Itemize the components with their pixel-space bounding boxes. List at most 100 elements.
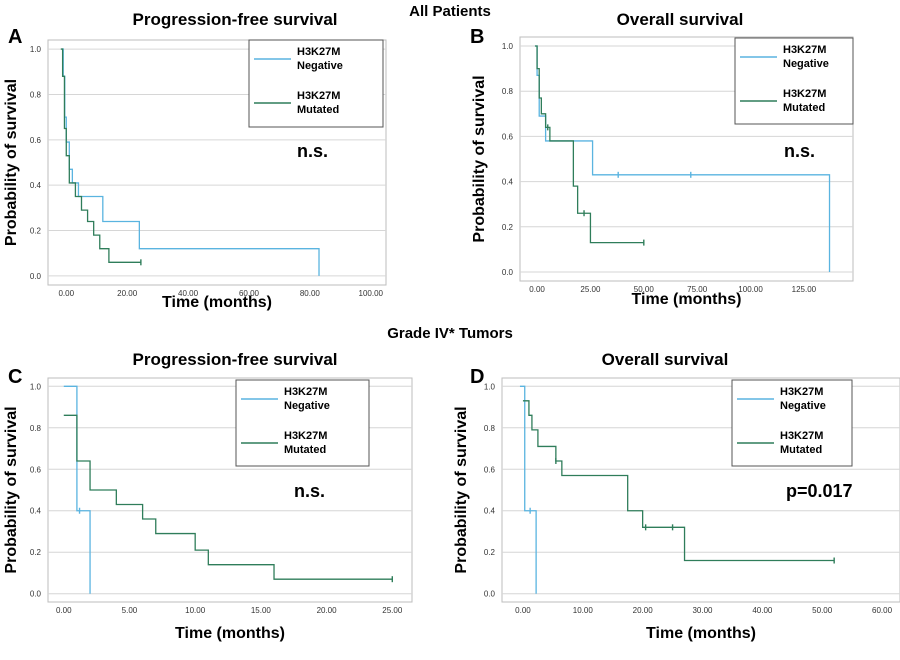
legend-box <box>734 37 854 125</box>
x-tick-label: 80.00 <box>300 289 321 298</box>
y-tick-label: 0.4 <box>502 178 514 187</box>
significance-annotation: n.s. <box>784 141 815 161</box>
y-tick-label: 0.6 <box>484 465 496 474</box>
x-tick-label: 20.00 <box>633 606 654 615</box>
x-tick-label: 15.00 <box>251 606 272 615</box>
plot-frame <box>501 377 900 603</box>
km-chart: 0.0 0.2 0.4 0.6 0.8 1.0 0.00 10.00 20.00 30.00 40.… <box>453 377 900 642</box>
panel-d: D Overall survival 0.0 0.2 0.4 0.6 0.8 1.0 0.0… <box>450 340 900 660</box>
x-tick-label: 40.00 <box>752 606 773 615</box>
y-tick-label: 1.0 <box>30 45 42 54</box>
x-tick-label: 25.00 <box>580 285 601 294</box>
survival-curve-mutated <box>534 45 644 244</box>
panel-letter: C <box>8 366 23 388</box>
panel-letter: D <box>470 366 485 388</box>
x-tick-label: 40.00 <box>178 289 199 298</box>
legend-box <box>731 379 853 467</box>
y-axis-label: Probability of survival <box>471 75 488 242</box>
x-tick-label: 0.00 <box>58 289 74 298</box>
x-tick-label: 100.00 <box>359 289 384 298</box>
legend-label-mutated: H3K27M Mutated <box>783 88 826 114</box>
panel-letter: A <box>8 26 23 48</box>
panel-title: Overall survival <box>601 350 729 369</box>
x-tick-label: 10.00 <box>185 606 206 615</box>
y-tick-label: 0.8 <box>30 90 42 99</box>
x-axis-label: Time (months) <box>175 625 285 642</box>
x-tick-label: 20.00 <box>317 606 338 615</box>
y-tick-label: 0.4 <box>30 181 42 190</box>
significance-annotation: n.s. <box>297 141 328 161</box>
x-tick-label: 10.00 <box>573 606 594 615</box>
legend-label-mutated: H3K27M Mutated <box>284 430 327 456</box>
survival-curve-mutated <box>63 414 393 580</box>
survival-curve-negative <box>519 385 537 594</box>
x-tick-label: 60.00 <box>872 606 893 615</box>
y-tick-label: 0.6 <box>502 132 514 141</box>
y-tick-label: 0.0 <box>484 590 496 599</box>
legend-label-negative: H3K27M Negative <box>297 46 343 72</box>
y-tick-label: 0.8 <box>484 424 496 433</box>
y-tick-label: 1.0 <box>30 382 42 391</box>
survival-curve-mutated <box>522 400 835 562</box>
x-tick-label: 0.00 <box>529 285 545 294</box>
y-tick-label: 0.4 <box>30 507 42 516</box>
x-tick-label: 20.00 <box>117 289 138 298</box>
y-tick-label: 1.0 <box>484 382 496 391</box>
x-tick-label: 50.00 <box>812 606 833 615</box>
significance-annotation: p=0.017 <box>786 481 853 501</box>
x-tick-label: 30.00 <box>692 606 713 615</box>
legend-box <box>248 39 384 128</box>
y-tick-label: 1.0 <box>502 42 514 51</box>
legend-label-mutated: H3K27M Mutated <box>297 90 340 116</box>
y-tick-label: 0.0 <box>30 272 42 281</box>
section-title-grade-iv: Grade IV* Tumors <box>387 325 513 342</box>
x-tick-label: 5.00 <box>122 606 138 615</box>
x-tick-label: 60.00 <box>239 289 260 298</box>
y-tick-label: 0.6 <box>30 465 42 474</box>
x-tick-label: 100.00 <box>738 285 763 294</box>
y-tick-label: 0.4 <box>484 507 496 516</box>
y-axis-label: Probability of survival <box>3 79 20 246</box>
y-tick-label: 0.2 <box>30 548 42 557</box>
x-tick-label: 25.00 <box>382 606 403 615</box>
significance-annotation: n.s. <box>294 481 325 501</box>
x-tick-label: 125.00 <box>792 285 817 294</box>
y-tick-label: 0.8 <box>30 424 42 433</box>
legend-label-mutated: H3K27M Mutated <box>780 430 823 456</box>
y-tick-label: 0.2 <box>484 548 496 557</box>
survival-curve-negative <box>534 45 831 272</box>
panel-title: Overall survival <box>616 10 744 29</box>
legend-label-negative: H3K27M Negative <box>783 44 829 70</box>
legend-box <box>235 379 370 467</box>
legend-label-negative: H3K27M Negative <box>284 386 330 412</box>
x-axis-label: Time (months) <box>646 625 756 642</box>
panel-letter: B <box>470 26 485 48</box>
x-tick-label: 0.00 <box>515 606 531 615</box>
x-tick-label: 50.00 <box>634 285 655 294</box>
y-tick-label: 0.8 <box>502 87 514 96</box>
plot-frame <box>519 36 854 282</box>
panel-c: C Progression-free survival 0.0 0.2 0.4 0.6… <box>0 340 450 660</box>
x-axis-label: Time (months) <box>162 294 272 311</box>
panel-a: A Progression-free survival 0.0 0.2 0.4 0.6… <box>0 0 450 320</box>
panel-title: Progression-free survival <box>132 10 338 29</box>
y-axis-label: Probability of survival <box>3 406 20 573</box>
x-tick-label: 75.00 <box>687 285 708 294</box>
plot-frame <box>47 39 387 286</box>
plot-frame <box>47 377 413 603</box>
panel-b: B Overall survival 0.0 0.2 0.4 0.6 0.8 1.0 0.0… <box>450 0 900 320</box>
x-axis-label: Time (months) <box>632 291 742 308</box>
survival-curve-mutated <box>60 48 141 263</box>
y-tick-label: 0.6 <box>30 136 42 145</box>
y-tick-label: 0.0 <box>502 268 514 277</box>
legend-label-negative: H3K27M Negative <box>780 386 826 412</box>
panel-title: Progression-free survival <box>132 350 338 369</box>
km-chart: 0.0 0.2 0.4 0.6 0.8 1.0 0.00 5.00 10.00 15.00 20.0… <box>3 377 413 642</box>
x-tick-label: 0.00 <box>56 606 72 615</box>
y-axis-label: Probability of survival <box>453 406 470 573</box>
km-chart: 0.0 0.2 0.4 0.6 0.8 1.0 0.00 25.00 50.00 75.00 100… <box>471 36 854 308</box>
km-chart: 0.0 0.2 0.4 0.6 0.8 1.0 0.00 20.00 40.00 60.00 80.… <box>3 39 387 311</box>
y-tick-label: 0.0 <box>30 590 42 599</box>
y-tick-label: 0.2 <box>30 227 42 236</box>
section-title-all-patients: All Patients <box>409 3 491 20</box>
